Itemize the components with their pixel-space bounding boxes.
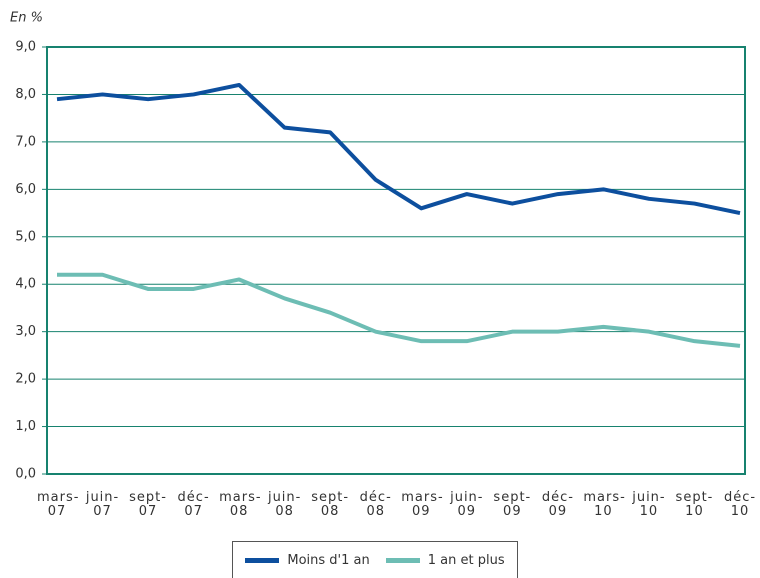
x-tick-label: déc-08 [359,490,392,519]
legend-item: Moins d'1 an [245,552,370,568]
y-tick-label: 5,0 [15,229,36,244]
x-tick-label: mars-10 [583,490,626,519]
x-tick-label: déc-10 [723,490,757,519]
x-tick-label: mars-09 [401,490,444,519]
legend-item: 1 an et plus [385,552,505,568]
legend-swatch [245,557,280,563]
x-tick-label: juin-08 [267,490,302,519]
x-tick-label: juin-10 [632,490,666,519]
legend: Moins d'1 an 1 an et plus [232,541,518,578]
y-tick-label: 0,0 [15,467,36,482]
x-tick-label: juin-07 [85,490,120,519]
y-axis-label: En % [10,11,43,26]
y-tick-label: 9,0 [15,40,36,55]
y-tick-label: 8,0 [15,87,36,102]
x-tick-label: sept-09 [493,490,532,519]
x-tick-label: sept-08 [311,490,350,519]
y-tick-label: 3,0 [15,324,36,339]
x-tick-label: sept-10 [675,490,714,519]
x-tick-label: mars-07 [37,490,80,519]
x-tick-label: juin-09 [450,490,484,519]
x-tick-label: sept-07 [129,490,167,519]
legend-label: Moins d'1 an [287,552,370,568]
y-tick-label: 2,0 [15,372,36,387]
series-line [56,82,741,216]
y-tick-label: 1,0 [15,419,36,434]
plot-frame [46,46,746,475]
x-tick-label: mars-08 [219,490,262,519]
legend-swatch [385,557,420,563]
legend-label: 1 an et plus [427,552,505,568]
x-tick-label: déc-09 [541,490,574,519]
y-tick-label: 6,0 [15,182,36,197]
y-tick-label: 7,0 [15,134,36,149]
series-line [57,272,741,348]
y-tick-label: 4,0 [15,277,36,292]
x-tick-label: déc-07 [177,490,210,519]
